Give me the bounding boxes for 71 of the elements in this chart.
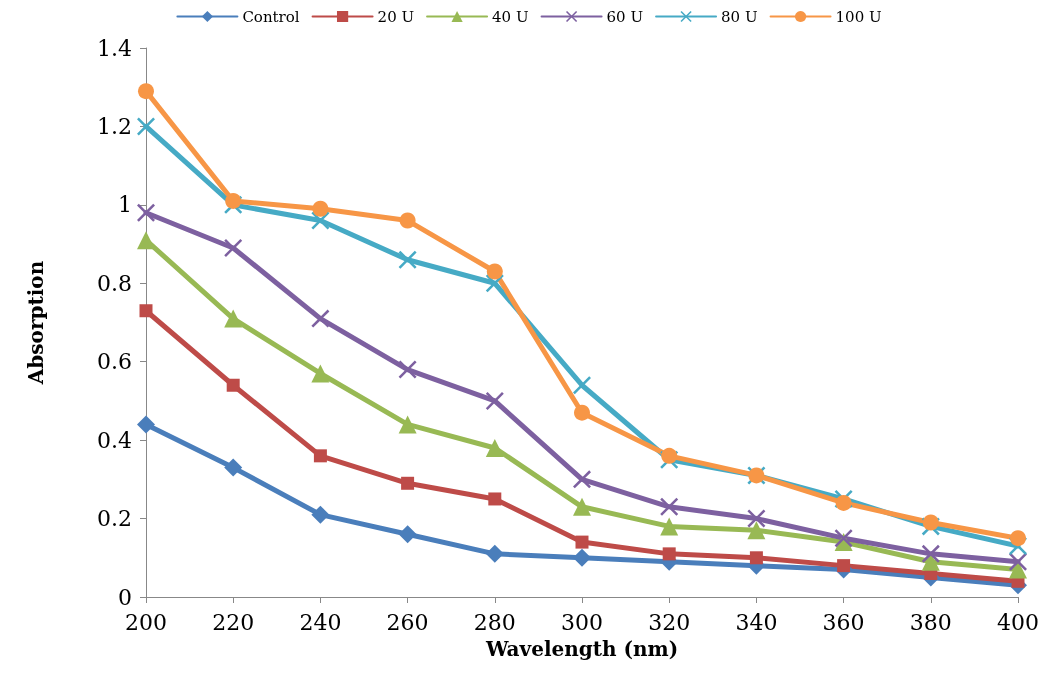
point xyxy=(837,559,851,573)
x-tick-label: 280 xyxy=(473,609,516,635)
point xyxy=(226,378,240,392)
point xyxy=(834,529,853,548)
point xyxy=(660,497,679,516)
point xyxy=(749,551,763,565)
point xyxy=(311,364,330,383)
point xyxy=(575,535,589,549)
y-tick-label: 0.8 xyxy=(97,270,132,296)
point xyxy=(573,497,591,516)
x-tick-label: 200 xyxy=(125,609,167,635)
point xyxy=(662,547,676,561)
point xyxy=(486,263,503,280)
point xyxy=(573,470,591,489)
x-tick-label: 380 xyxy=(909,609,952,635)
point xyxy=(401,476,415,490)
point xyxy=(485,438,504,457)
point xyxy=(485,544,504,563)
legend-label: 60 U xyxy=(606,7,644,26)
y-tick-label: 0 xyxy=(118,584,132,610)
legend-label: 80 U xyxy=(721,7,758,26)
x-tick-label: 220 xyxy=(212,609,255,635)
point xyxy=(485,274,504,293)
point xyxy=(1009,552,1027,571)
x-tick-label: 260 xyxy=(386,609,429,635)
y-axis-title: Absorption xyxy=(24,260,48,386)
x-tick-label: 300 xyxy=(561,609,603,635)
legend-label: 100 U xyxy=(835,7,882,26)
x-tick-label: 400 xyxy=(997,609,1039,635)
point xyxy=(139,304,153,318)
point xyxy=(1010,530,1026,547)
point xyxy=(835,494,852,511)
y-tick-label: 0.2 xyxy=(97,506,132,532)
point xyxy=(660,517,679,536)
point xyxy=(398,250,417,269)
point xyxy=(224,458,243,477)
point xyxy=(137,203,155,222)
point xyxy=(488,492,502,506)
point xyxy=(485,391,504,410)
point xyxy=(137,415,155,434)
point xyxy=(573,376,591,395)
legend-label: Control xyxy=(242,7,300,26)
x-axis-title: Wavelength (nm) xyxy=(484,637,679,661)
point xyxy=(137,117,155,136)
point xyxy=(224,309,243,328)
point xyxy=(399,212,416,229)
y-tick-label: 1.2 xyxy=(97,113,132,139)
y-tick-label: 0.4 xyxy=(97,427,132,453)
point xyxy=(312,200,329,217)
point xyxy=(747,521,766,540)
point xyxy=(137,231,155,250)
y-tick-label: 1.4 xyxy=(97,35,132,61)
legend-label: 40 U xyxy=(492,7,529,26)
legend-label: 20 U xyxy=(377,7,415,26)
x-tick-label: 340 xyxy=(735,609,778,635)
point xyxy=(225,192,242,209)
point xyxy=(311,505,330,524)
point xyxy=(922,514,939,531)
x-tick-label: 240 xyxy=(299,609,342,635)
point xyxy=(574,404,590,421)
point xyxy=(313,449,327,463)
point xyxy=(398,525,417,544)
x-tick-label: 360 xyxy=(822,609,865,635)
point xyxy=(138,83,154,100)
point xyxy=(398,415,417,434)
point xyxy=(661,447,678,464)
y-tick-label: 0.6 xyxy=(97,349,132,375)
x-tick-label: 320 xyxy=(648,609,691,635)
y-tick-label: 1 xyxy=(118,192,132,218)
point xyxy=(921,544,940,563)
point xyxy=(573,548,591,567)
